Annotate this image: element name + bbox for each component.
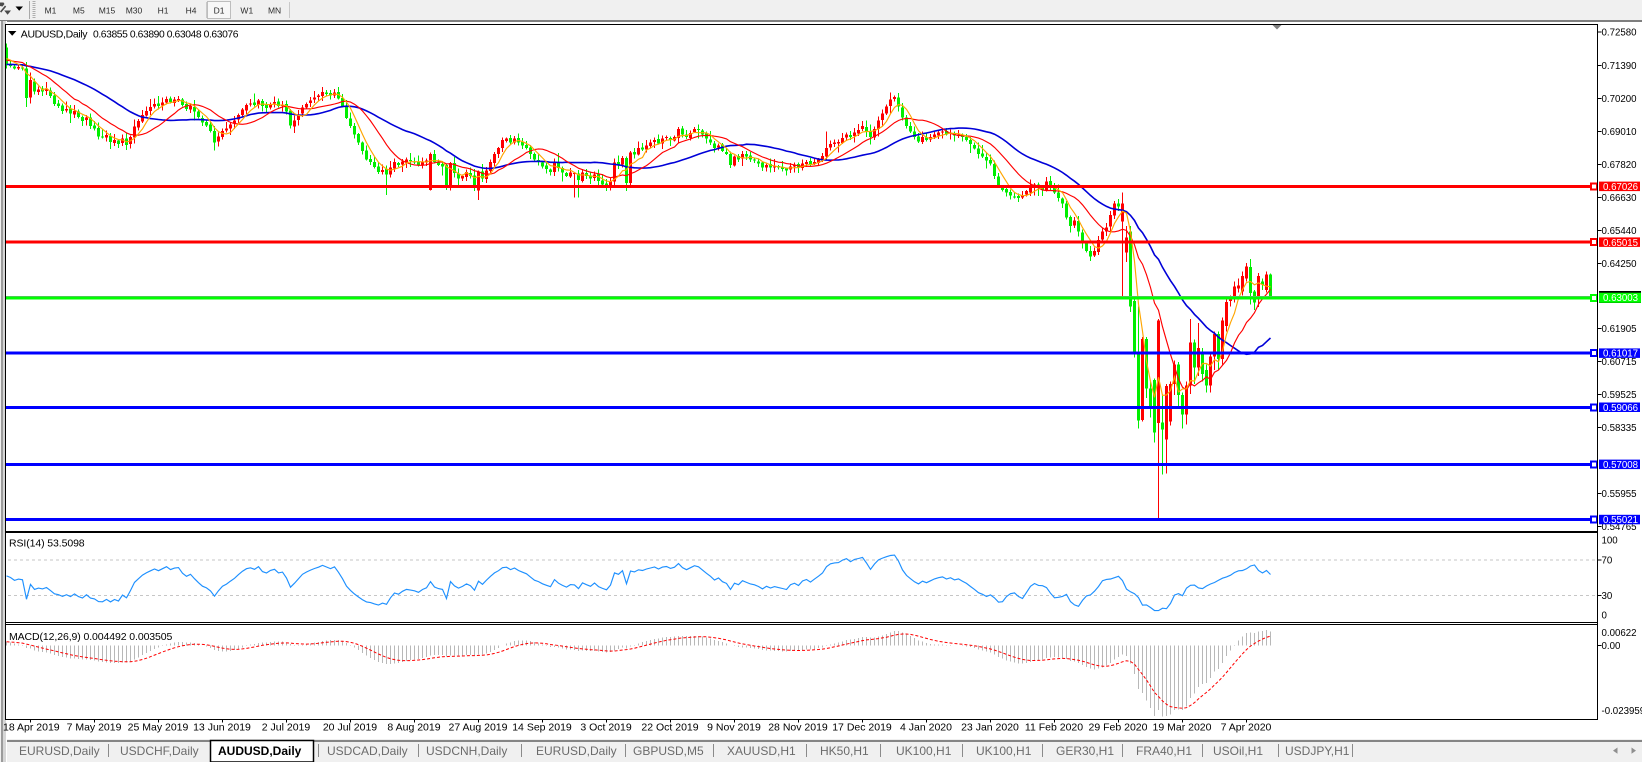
svg-text:0: 0 xyxy=(1602,611,1608,622)
svg-text:0.63855 0.63890 0.63048 0.6307: 0.63855 0.63890 0.63048 0.63076 xyxy=(93,30,239,41)
svg-text:EURUSD,Daily: EURUSD,Daily xyxy=(19,744,100,758)
svg-text:0.69010: 0.69010 xyxy=(1602,127,1638,138)
svg-text:0.64250: 0.64250 xyxy=(1602,259,1638,270)
svg-text:0.54765: 0.54765 xyxy=(1602,522,1637,533)
svg-text:RSI(14) 53.5098: RSI(14) 53.5098 xyxy=(9,538,85,550)
svg-text:UK100,H1: UK100,H1 xyxy=(896,744,952,758)
svg-text:0.00: 0.00 xyxy=(1602,641,1621,652)
svg-text:0.65015: 0.65015 xyxy=(1603,238,1638,249)
svg-text:0.55955: 0.55955 xyxy=(1602,489,1637,500)
svg-text:0.65440: 0.65440 xyxy=(1602,226,1638,237)
svg-text:27 Aug 2019: 27 Aug 2019 xyxy=(449,722,508,734)
svg-text:M5: M5 xyxy=(73,6,85,16)
svg-text:30: 30 xyxy=(1602,591,1613,602)
svg-text:25 May 2019: 25 May 2019 xyxy=(128,722,189,734)
svg-text:14 Sep 2019: 14 Sep 2019 xyxy=(512,722,572,734)
svg-text:7 Apr 2020: 7 Apr 2020 xyxy=(1221,722,1272,734)
svg-text:HK50,H1: HK50,H1 xyxy=(820,744,869,758)
svg-text:FRA40,H1: FRA40,H1 xyxy=(1136,744,1192,758)
svg-text:18 Apr 2019: 18 Apr 2019 xyxy=(3,722,60,734)
svg-text:EURUSD,Daily: EURUSD,Daily xyxy=(536,744,617,758)
svg-text:11 Feb 2020: 11 Feb 2020 xyxy=(1025,722,1083,734)
svg-text:100: 100 xyxy=(1602,536,1619,547)
svg-text:23 Jan 2020: 23 Jan 2020 xyxy=(961,722,1019,734)
svg-text:0.66630: 0.66630 xyxy=(1602,193,1638,204)
svg-text:USDCHF,Daily: USDCHF,Daily xyxy=(120,744,199,758)
svg-text:0.59525: 0.59525 xyxy=(1602,390,1637,401)
svg-text:0.61017: 0.61017 xyxy=(1603,349,1638,360)
svg-text:17 Dec 2019: 17 Dec 2019 xyxy=(832,722,892,734)
svg-text:D1: D1 xyxy=(214,6,225,16)
svg-text:20 Jul 2019: 20 Jul 2019 xyxy=(323,722,377,734)
svg-text:GBPUSD,M5: GBPUSD,M5 xyxy=(633,744,704,758)
svg-text:W1: W1 xyxy=(240,6,253,16)
svg-text:22 Oct 2019: 22 Oct 2019 xyxy=(641,722,698,734)
svg-text:0.00622: 0.00622 xyxy=(1602,628,1637,639)
svg-text:0.63003: 0.63003 xyxy=(1603,293,1638,304)
svg-text:2 Jul 2019: 2 Jul 2019 xyxy=(262,722,311,734)
svg-text:GER30,H1: GER30,H1 xyxy=(1056,744,1114,758)
svg-text:3 Oct 2019: 3 Oct 2019 xyxy=(580,722,632,734)
svg-text:0.57008: 0.57008 xyxy=(1603,460,1638,471)
svg-text:H1: H1 xyxy=(158,6,169,16)
svg-text:M1: M1 xyxy=(45,6,57,16)
svg-text:4 Jan 2020: 4 Jan 2020 xyxy=(900,722,952,734)
svg-text:USDCNH,Daily: USDCNH,Daily xyxy=(426,744,507,758)
svg-text:29 Feb 2020: 29 Feb 2020 xyxy=(1089,722,1148,734)
svg-text:28 Nov 2019: 28 Nov 2019 xyxy=(768,722,828,734)
svg-text:0.58335: 0.58335 xyxy=(1602,423,1637,434)
svg-text:USDCAD,Daily: USDCAD,Daily xyxy=(327,744,408,758)
svg-text:0.72580: 0.72580 xyxy=(1602,28,1638,39)
svg-text:0.71390: 0.71390 xyxy=(1602,61,1638,72)
svg-text:13 Jun 2019: 13 Jun 2019 xyxy=(193,722,251,734)
svg-text:0.59066: 0.59066 xyxy=(1603,403,1638,414)
svg-text:0.67820: 0.67820 xyxy=(1602,160,1638,171)
svg-text:M15: M15 xyxy=(99,6,116,16)
svg-text:MN: MN xyxy=(268,6,281,16)
svg-text:0.67026: 0.67026 xyxy=(1603,182,1638,193)
svg-text:USDJPY,H1: USDJPY,H1 xyxy=(1285,744,1350,758)
svg-text:UK100,H1: UK100,H1 xyxy=(976,744,1032,758)
svg-text:MACD(12,26,9) 0.004492 0.00350: MACD(12,26,9) 0.004492 0.003505 xyxy=(9,631,173,643)
svg-text:70: 70 xyxy=(1602,555,1613,566)
svg-text:USOil,H1: USOil,H1 xyxy=(1213,744,1263,758)
svg-text:0.70200: 0.70200 xyxy=(1602,94,1638,105)
svg-text:AUDUSD,Daily: AUDUSD,Daily xyxy=(21,29,88,41)
svg-text:19 Mar 2020: 19 Mar 2020 xyxy=(1153,722,1212,734)
svg-text:H4: H4 xyxy=(186,6,197,16)
svg-text:-0.023959: -0.023959 xyxy=(1602,706,1642,717)
svg-text:AUDUSD,Daily: AUDUSD,Daily xyxy=(218,744,302,758)
svg-text:7 May 2019: 7 May 2019 xyxy=(67,722,122,734)
svg-text:0.61905: 0.61905 xyxy=(1602,324,1637,335)
svg-text:0.55021: 0.55021 xyxy=(1603,515,1638,526)
svg-text:8 Aug 2019: 8 Aug 2019 xyxy=(387,722,440,734)
svg-text:9 Nov 2019: 9 Nov 2019 xyxy=(707,722,761,734)
svg-text:0.60715: 0.60715 xyxy=(1602,357,1637,368)
svg-text:M30: M30 xyxy=(126,6,143,16)
svg-text:XAUUSD,H1: XAUUSD,H1 xyxy=(727,744,796,758)
